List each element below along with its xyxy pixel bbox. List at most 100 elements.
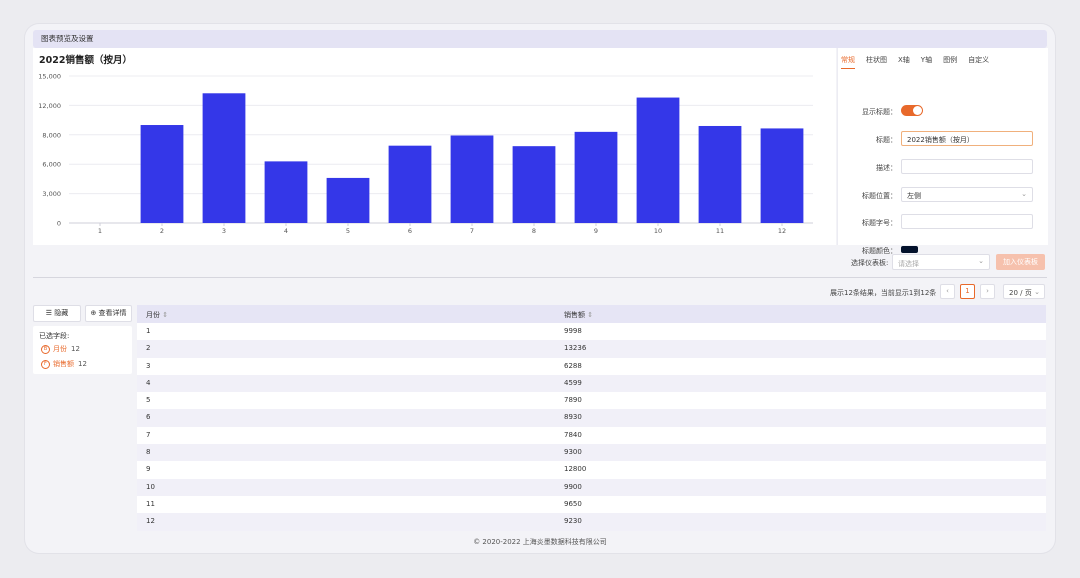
tab-4[interactable]: 图例: [943, 56, 958, 64]
cell-sales: 9230: [564, 517, 582, 526]
bar[interactable]: [264, 161, 308, 223]
bar[interactable]: [388, 145, 432, 223]
cell-month: 3: [146, 361, 151, 370]
field-count: 12: [78, 360, 87, 368]
cell-sales: 9650: [564, 499, 582, 508]
tab-0[interactable]: 常规: [841, 55, 855, 69]
bar[interactable]: [450, 135, 494, 223]
chart-settings-panel: 常规 柱状图 X轴 Y轴 图例 自定义 显示标题： 标题： 2022销售额（按月） 描述：…: [837, 48, 1048, 255]
x-tick-label: 9: [594, 227, 598, 235]
cell-month: 7: [146, 430, 151, 439]
tab-1[interactable]: 柱状图: [866, 56, 887, 64]
cell-month: 6: [146, 413, 151, 422]
cell-sales: 8930: [564, 413, 582, 422]
x-tick-label: 3: [222, 227, 226, 235]
x-tick-label: 5: [346, 227, 350, 235]
dashboard-row: 选择仪表板: 请选择 ⌄ 加入仪表板: [25, 253, 1055, 273]
cell-sales: 6288: [564, 361, 582, 370]
x-tick-label: 2: [160, 227, 164, 235]
page-1-button[interactable]: 1: [960, 284, 975, 299]
view-details-label: 查看详情: [98, 309, 127, 317]
cell-month: 4: [146, 378, 151, 387]
cell-sales: 9998: [564, 327, 582, 335]
table-row: 12 9230: [137, 513, 1046, 531]
title-input[interactable]: 2022销售额（按月）: [901, 131, 1033, 146]
title-color-swatch[interactable]: [901, 246, 918, 253]
bar[interactable]: [202, 93, 246, 223]
cell-month: 9: [146, 465, 151, 474]
title-position-select[interactable]: 左侧 ⌄: [901, 187, 1033, 202]
x-tick-label: 10: [654, 227, 662, 235]
table-row: 8 9300: [137, 444, 1046, 462]
title-label: 标题：: [876, 136, 897, 144]
sort-icon: ⇕: [162, 311, 169, 319]
y-tick-label: 8,000: [42, 131, 61, 139]
chevron-down-icon: ⌄: [1021, 190, 1027, 198]
chart-panel: 0 3,000 6,000 8,000 12,000 15,000 1 2 3 4 5 6 7 8 9 10 1…: [33, 48, 836, 245]
x-tick-label: 12: [778, 227, 786, 235]
chevron-down-icon: ⌄: [1034, 288, 1040, 296]
table-row: 3 6288: [137, 358, 1046, 375]
view-details-button[interactable]: ⊕ 查看详情: [85, 305, 132, 322]
cell-sales: 13236: [564, 344, 587, 353]
title-position-label: 标题位置：: [862, 192, 897, 200]
bar[interactable]: [512, 146, 556, 223]
column-label: 销售额: [564, 311, 585, 319]
table-row: 11 9650: [137, 496, 1046, 513]
cell-sales: 12800: [564, 465, 587, 474]
column-header-sales[interactable]: 销售额 ⇕: [564, 310, 593, 320]
cell-month: 12: [146, 517, 155, 526]
y-tick-label: 15,000: [38, 73, 61, 81]
column-label: 月份: [146, 311, 160, 319]
table-row: 7 7840: [137, 427, 1046, 444]
cell-month: 11: [146, 499, 155, 508]
show-title-toggle[interactable]: [901, 105, 923, 116]
field-name: 销售额: [53, 360, 74, 368]
panel-title: 图表预览及设置: [41, 34, 94, 43]
bar[interactable]: [326, 177, 370, 223]
table-row: 1 9998: [137, 323, 1046, 340]
next-page-button[interactable]: ›: [980, 284, 995, 299]
tab-3[interactable]: Y轴: [920, 56, 933, 64]
description-label: 描述：: [876, 164, 897, 172]
cell-sales: 9300: [564, 448, 582, 457]
zoom-icon: ⊕: [90, 309, 97, 317]
bar[interactable]: [636, 97, 680, 223]
hide-button[interactable]: ☰ 隐藏: [33, 305, 81, 322]
x-tick-label: 8: [532, 227, 536, 235]
cell-month: 1: [146, 327, 151, 335]
bar[interactable]: [574, 131, 618, 223]
x-tick-label: 7: [470, 227, 474, 235]
x-tick-label: 4: [284, 227, 288, 235]
column-header-month[interactable]: 月份 ⇕: [146, 310, 168, 320]
field-count: 12: [71, 345, 80, 353]
table-row: 6 8930: [137, 409, 1046, 427]
bar[interactable]: [760, 128, 804, 223]
toggle-knob: [913, 106, 922, 115]
tab-2[interactable]: X轴: [898, 56, 910, 64]
x-tick-label: 11: [716, 227, 724, 235]
settings-tabs: 常规 柱状图 X轴 Y轴 图例 自定义: [841, 55, 1000, 69]
field-item-sales[interactable]: F 销售额 12: [41, 359, 87, 369]
prev-page-button[interactable]: ‹: [940, 284, 955, 299]
description-input[interactable]: [901, 159, 1033, 174]
title-size-label: 标题字号：: [862, 219, 897, 227]
bar[interactable]: [698, 125, 742, 223]
tab-5[interactable]: 自定义: [968, 56, 990, 64]
table-body: 1 9998 2 13236 3 6288 4 4599 5 7890 6 8930 7 7840 8 930…: [137, 323, 1046, 531]
bar[interactable]: [140, 125, 184, 223]
title-size-input[interactable]: [901, 214, 1033, 229]
x-tick-label: 1: [98, 227, 102, 235]
field-item-month[interactable]: B 月份 12: [41, 344, 80, 354]
dashboard-select[interactable]: 请选择 ⌄: [892, 254, 990, 270]
y-tick-label: 12,000: [38, 102, 61, 110]
cell-month: 10: [146, 482, 155, 491]
cell-sales: 9900: [564, 482, 582, 491]
add-to-dashboard-button[interactable]: 加入仪表板: [996, 254, 1045, 270]
selected-fields-box: 已选字段: B 月份 12 F 销售额 12: [33, 326, 132, 374]
field-type-icon: F: [41, 359, 50, 369]
page-size-select[interactable]: 20 / 页 ⌄: [1003, 284, 1045, 299]
data-table: 月份 ⇕ 销售额 ⇕ 1 9998 2 13236 3 6288 4 4599 5 7890 6 89…: [137, 305, 1046, 531]
y-tick-label: 6,000: [42, 161, 61, 169]
